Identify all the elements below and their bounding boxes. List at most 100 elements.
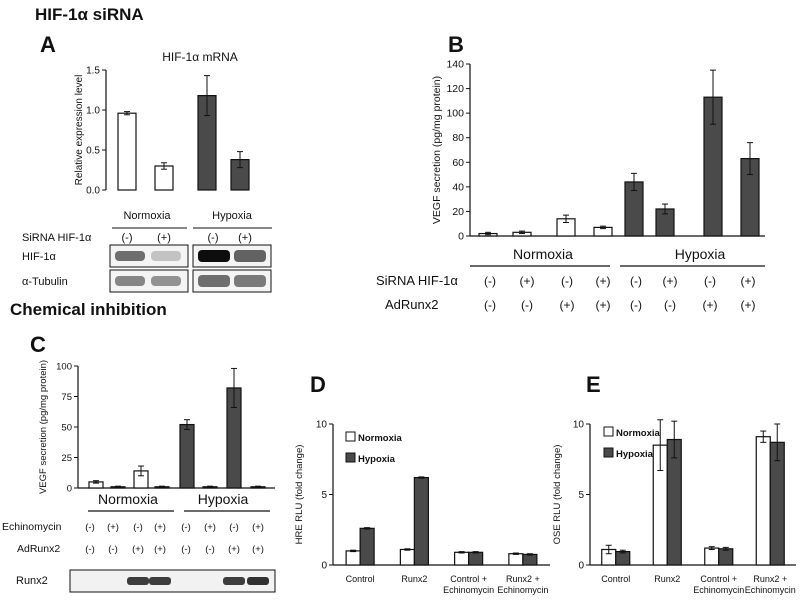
- bar: [704, 547, 720, 566]
- condition-value: (-): [208, 232, 219, 244]
- condition-value: (+): [741, 274, 756, 288]
- panel-letter-a: A: [40, 32, 56, 57]
- blot-band: [223, 577, 245, 585]
- y-tick-label: 100: [446, 108, 464, 120]
- blot-band: [149, 577, 171, 585]
- blot-row-label: Runx2: [16, 575, 48, 587]
- y-tick-label: 75: [61, 392, 72, 403]
- condition-value: (-): [229, 522, 239, 533]
- y-tick-label: 1.0: [86, 106, 100, 117]
- y-axis-label: VEGF secretion (pg/mg protein): [431, 76, 443, 224]
- condition-value: (-): [704, 274, 716, 288]
- blot-band: [198, 275, 230, 287]
- condition-value: (-): [484, 298, 496, 312]
- blot-band: [234, 275, 266, 287]
- condition-value: (+): [228, 544, 240, 555]
- blot-band: [127, 577, 149, 585]
- condition-value: (+): [596, 298, 611, 312]
- y-tick-label: 20: [452, 206, 464, 218]
- panel-letter-e: E: [586, 372, 601, 397]
- condition-value: (-): [521, 298, 533, 312]
- x-tick-label: Control: [601, 574, 630, 584]
- y-axis-label: Relative expression level: [74, 75, 85, 186]
- condition-value: (+): [238, 232, 252, 244]
- condition-value: (+): [154, 522, 166, 533]
- y-axis-label: OSE RLU (fold change): [552, 445, 563, 545]
- condition-value: (+): [252, 544, 264, 555]
- condition-value: (-): [205, 544, 215, 555]
- y-tick-label: 5: [578, 490, 584, 501]
- group-label: Hypoxia: [212, 210, 253, 222]
- x-tick-label: Echinomycin: [443, 585, 494, 595]
- condition-label: SiRNA HIF-1α: [22, 232, 92, 244]
- bar: [179, 423, 195, 489]
- condition-value: (+): [520, 274, 535, 288]
- bar: [522, 553, 538, 566]
- blot-frame: [109, 269, 189, 293]
- blot-band: [198, 250, 230, 262]
- condition-value: (+): [157, 232, 171, 244]
- condition-value: (+): [154, 544, 166, 555]
- y-tick-label: 0: [578, 561, 584, 572]
- condition-value: (-): [108, 544, 118, 555]
- legend-label: Normoxia: [358, 433, 403, 444]
- y-axis-label: VEGF secretion (pg/mg protein): [38, 360, 49, 494]
- y-tick-label: 0: [458, 231, 464, 243]
- bar: [468, 551, 484, 566]
- x-tick-label: Echinomycin: [693, 585, 744, 595]
- condition-value: (+): [252, 522, 264, 533]
- y-tick-label: 140: [446, 59, 464, 71]
- x-tick-label: Runx2 +: [506, 574, 540, 584]
- bar: [359, 527, 375, 566]
- x-tick-label: Control +: [700, 574, 737, 584]
- blot-frame: [109, 244, 189, 268]
- condition-value: (+): [132, 544, 144, 555]
- x-tick-label: Runx2: [654, 574, 680, 584]
- legend-swatch: [603, 447, 614, 458]
- condition-value: (+): [703, 298, 718, 312]
- condition-value: (+): [560, 298, 575, 312]
- y-tick-label: 120: [446, 83, 464, 95]
- panel-letter-c: C: [30, 332, 46, 357]
- condition-value: (-): [133, 522, 143, 533]
- group-label: Normoxia: [98, 491, 158, 507]
- x-tick-label: Control: [346, 574, 375, 584]
- bar: [615, 551, 631, 566]
- condition-value: (-): [630, 298, 642, 312]
- y-tick-label: 100: [56, 362, 72, 373]
- condition-value: (-): [85, 544, 95, 555]
- group-label: Hypoxia: [198, 491, 249, 507]
- condition-value: (-): [122, 232, 133, 244]
- condition-label: SiRNA HIF-1α: [376, 273, 458, 288]
- blot-band: [151, 276, 181, 286]
- x-tick-label: Echinomycin: [745, 585, 796, 595]
- blot-band: [234, 250, 266, 262]
- condition-value: (-): [561, 274, 573, 288]
- y-tick-label: 5: [321, 490, 327, 501]
- bar: [345, 550, 361, 566]
- panel-letter-b: B: [448, 32, 464, 57]
- condition-value: (+): [107, 522, 119, 533]
- x-tick-label: Control +: [450, 574, 487, 584]
- condition-label: AdRunx2: [385, 297, 438, 312]
- blot-frame: [69, 569, 276, 593]
- y-tick-label: 50: [61, 423, 72, 434]
- condition-value: (+): [204, 522, 216, 533]
- bar: [454, 551, 470, 566]
- blot-row-label: α-Tubulin: [22, 276, 68, 288]
- condition-value: (-): [85, 522, 95, 533]
- legend-label: Normoxia: [616, 428, 661, 439]
- x-tick-label: Runx2: [401, 574, 427, 584]
- condition-value: (+): [596, 274, 611, 288]
- bar: [718, 548, 734, 566]
- y-tick-label: 0: [67, 484, 72, 495]
- y-tick-label: 25: [61, 453, 72, 464]
- bar: [117, 112, 137, 191]
- condition-value: (-): [664, 298, 676, 312]
- condition-value: (+): [741, 298, 756, 312]
- y-axis-label: HRE RLU (fold change): [294, 445, 305, 545]
- legend-swatch: [345, 431, 356, 442]
- condition-label: AdRunx2: [17, 543, 60, 555]
- condition-label: Echinomycin: [2, 521, 62, 533]
